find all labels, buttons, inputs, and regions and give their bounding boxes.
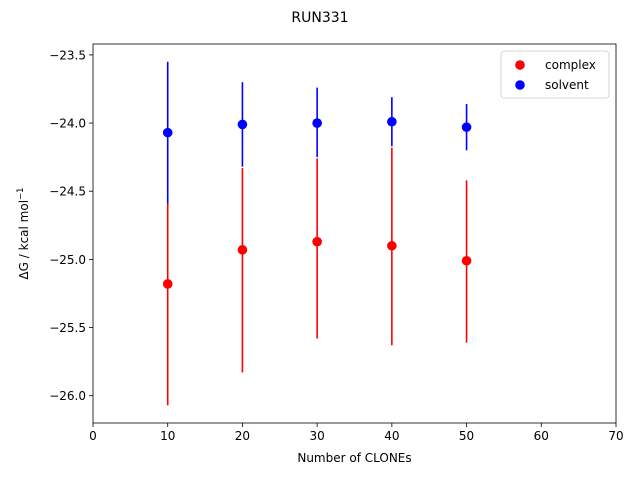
y-axis-label-main: ΔG / kcal mol	[17, 200, 31, 280]
x-tick-label: 50	[459, 429, 474, 443]
y-axis-ticks: −23.5 −24.0 −24.5 −25.0 −25.5 −26.0	[49, 48, 93, 403]
y-tick-label: −25.5	[49, 321, 86, 335]
data-point-solvent	[387, 116, 397, 127]
legend-marker-solvent	[515, 80, 525, 90]
x-tick-label: 0	[89, 429, 97, 443]
data-point-complex	[387, 240, 397, 251]
data-point-solvent	[312, 118, 322, 128]
legend-box	[500, 50, 610, 99]
y-tick-label: −26.0	[49, 389, 86, 403]
data-point-solvent	[162, 127, 173, 138]
plot-marks	[162, 61, 472, 406]
data-point-complex	[162, 279, 173, 289]
data-point-complex	[312, 236, 322, 247]
legend-label-complex: complex	[545, 58, 596, 72]
x-tick-label: 20	[235, 429, 250, 443]
x-tick-label: 10	[160, 429, 175, 443]
x-tick-label: 60	[534, 429, 549, 443]
data-point-solvent	[237, 119, 248, 130]
data-point-solvent	[461, 122, 472, 132]
y-axis-label-exponent: −1	[16, 187, 26, 200]
x-tick-label: 70	[608, 429, 623, 443]
x-tick-label: 40	[384, 429, 399, 443]
x-tick-label: 30	[310, 429, 325, 443]
y-tick-label: −23.5	[49, 48, 86, 62]
data-point-complex	[461, 255, 472, 266]
y-tick-label: −25.0	[49, 253, 86, 267]
x-axis-label: Number of CLONEs	[297, 451, 411, 465]
x-axis-ticks: 0 10 20 30 40 50 60 70	[89, 423, 624, 443]
plot-frame	[92, 43, 617, 424]
y-axis-label: ΔG / kcal mol−1	[16, 187, 31, 279]
y-tick-label: −24.0	[49, 117, 86, 131]
legend-label-solvent: solvent	[545, 78, 589, 92]
legend-marker-complex	[515, 60, 525, 70]
chart-title: RUN331	[291, 10, 348, 26]
data-point-complex	[237, 245, 248, 255]
y-tick-label: −24.5	[49, 185, 86, 199]
legend: complex solvent	[500, 50, 610, 99]
